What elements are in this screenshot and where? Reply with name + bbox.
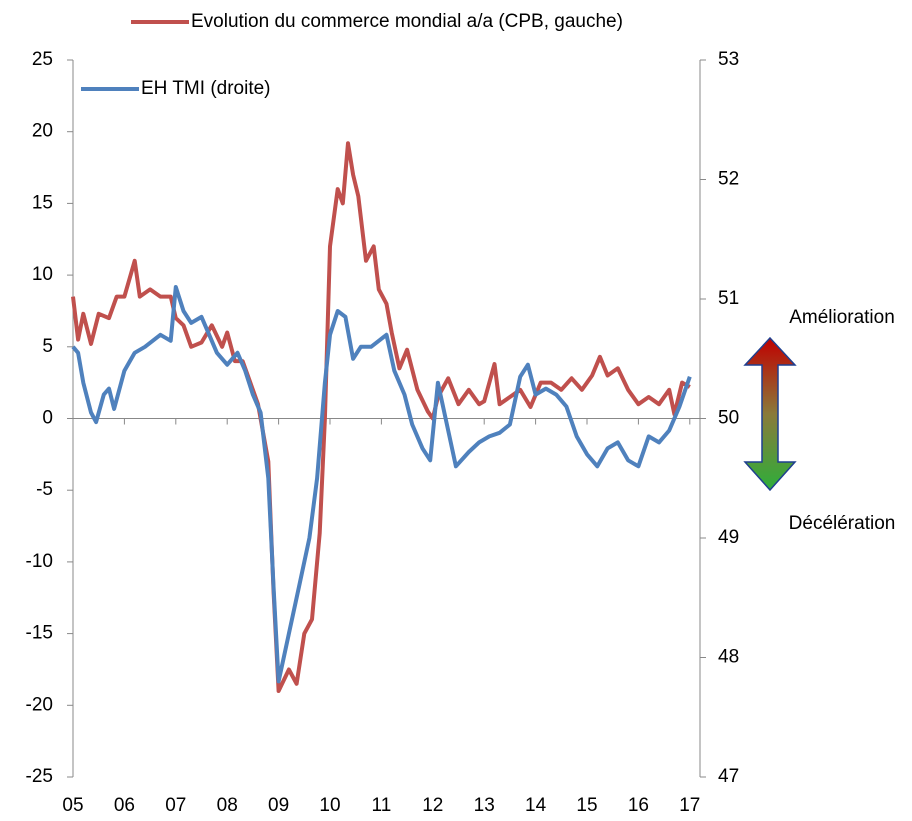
legend-label: Evolution du commerce mondial a/a (CPB, …	[191, 11, 623, 32]
x-tick-label: 17	[679, 795, 700, 816]
x-tick-label: 16	[628, 795, 649, 816]
x-tick-label: 10	[319, 795, 340, 816]
series-line	[71, 141, 691, 693]
x-tick-label: 09	[268, 795, 289, 816]
x-tick-label: 06	[114, 795, 135, 816]
annotation: Amélioration	[789, 307, 895, 328]
y2-tick-label: 52	[718, 169, 739, 190]
y-tick-label: -5	[36, 479, 53, 500]
x-tick-label: 12	[422, 795, 443, 816]
y-tick-label: -20	[26, 694, 53, 715]
y-tick-label: 15	[32, 192, 53, 213]
x-tick-label: 15	[576, 795, 597, 816]
x-tick-label: 13	[474, 795, 495, 816]
x-tick-label: 14	[525, 795, 547, 816]
y2-tick-label: 51	[718, 288, 739, 309]
annotation: Décélération	[789, 513, 896, 534]
x-tick-label: 11	[372, 795, 392, 816]
arrow	[743, 336, 797, 492]
y-tick-label: -25	[26, 766, 53, 787]
y2-tick-label: 49	[718, 527, 739, 548]
y2-tick-label: 48	[718, 647, 739, 668]
y-tick-label: 25	[32, 49, 53, 70]
y2-tick-label: 50	[718, 408, 739, 429]
y2-tick-label: 47	[718, 766, 739, 787]
y-tick-label: -10	[26, 551, 53, 572]
y-tick-label: 20	[32, 121, 53, 142]
y-tick-label: 0	[42, 408, 53, 429]
y-tick-label: -15	[26, 623, 53, 644]
y2-tick-label: 53	[718, 49, 739, 70]
y-tick-label: 10	[32, 264, 53, 285]
series-line	[71, 285, 692, 684]
legend-label: EH TMI (droite)	[141, 78, 271, 99]
y-tick-label: 5	[42, 336, 53, 357]
x-tick-label: 05	[62, 795, 83, 816]
x-tick-label: 08	[217, 795, 238, 816]
x-tick-label: 07	[165, 795, 186, 816]
